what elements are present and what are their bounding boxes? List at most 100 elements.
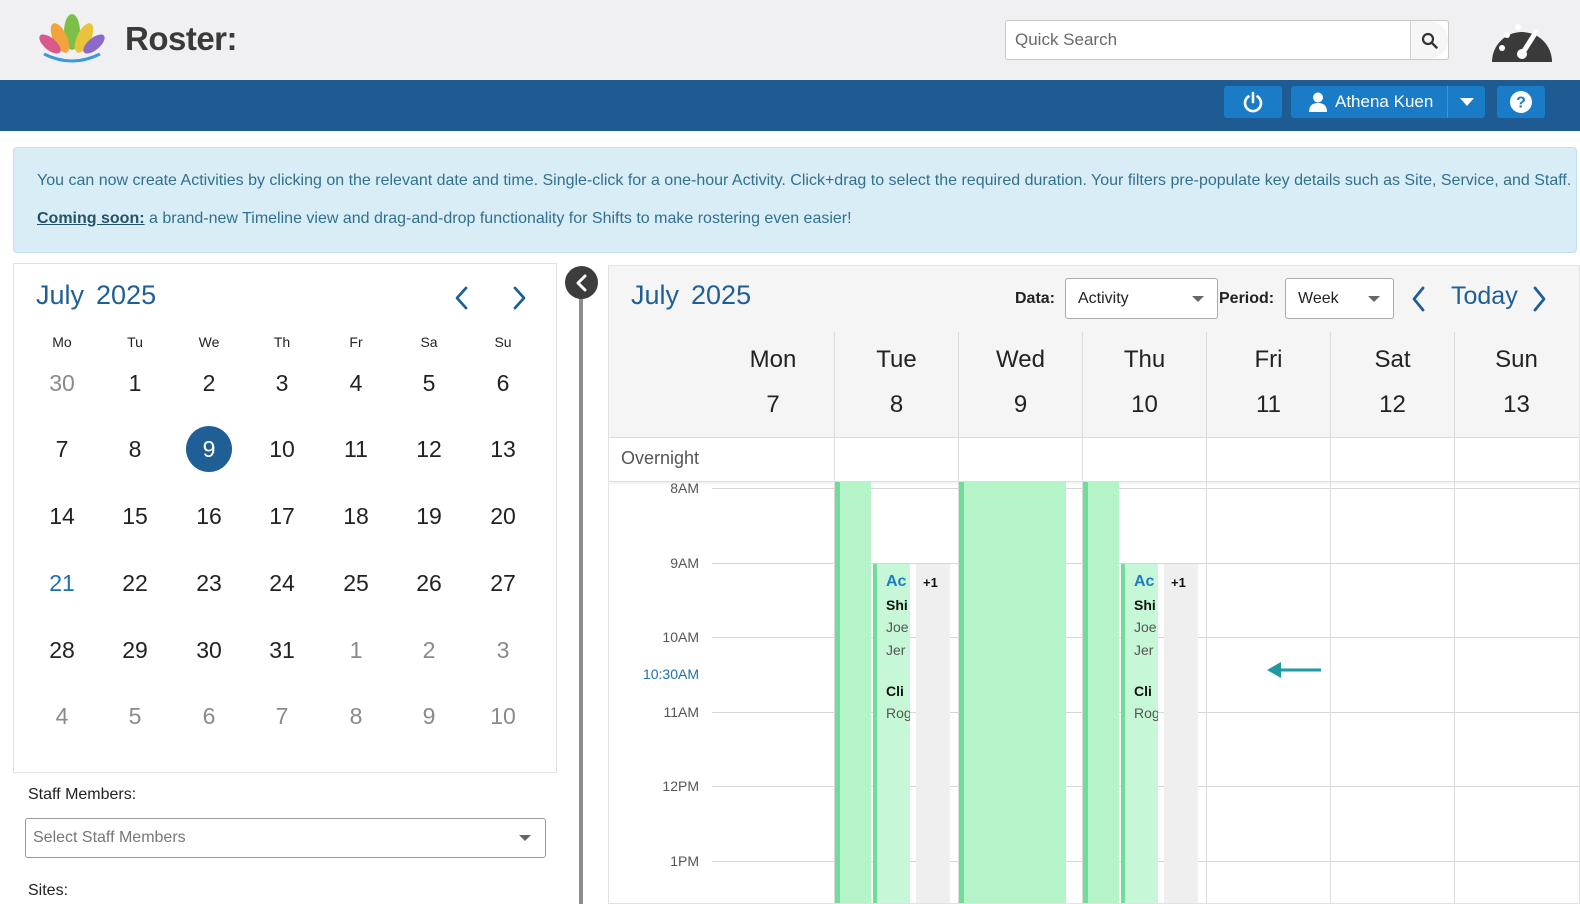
calendar-day[interactable]: 6 xyxy=(496,370,510,396)
day-header-mon[interactable]: Mon 7 xyxy=(711,332,835,438)
calendar-day[interactable]: 9 xyxy=(422,703,436,729)
calendar-day[interactable]: 18 xyxy=(343,503,369,529)
collapse-sidebar-button[interactable] xyxy=(565,266,598,299)
day-header-wed[interactable]: Wed 9 xyxy=(958,332,1082,438)
calendar-day[interactable]: 12 xyxy=(416,436,442,462)
calendar-day[interactable]: 11 xyxy=(344,436,368,462)
week-calendar-month: July xyxy=(631,280,680,310)
day-header-thu[interactable]: Thu 10 xyxy=(1082,332,1206,438)
overnight-cell[interactable] xyxy=(1082,438,1206,482)
calendar-day[interactable]: 19 xyxy=(416,503,442,529)
calendar-day[interactable]: 7 xyxy=(275,703,289,729)
data-select[interactable]: Activity xyxy=(1065,278,1218,319)
activity-card-thu[interactable]: Ac Shi Joe Jer Cli Roɡ xyxy=(1125,564,1158,903)
calendar-day[interactable]: 1 xyxy=(349,637,363,663)
panel-divider[interactable] xyxy=(579,282,583,904)
day-name: Tue xyxy=(876,346,917,373)
calendar-day[interactable]: 6 xyxy=(202,703,216,729)
activity-shift: Shi xyxy=(886,597,908,613)
hour-label: 8AM xyxy=(670,480,699,496)
search-input[interactable] xyxy=(1006,21,1411,59)
day-number: 9 xyxy=(1013,391,1028,418)
calendar-day[interactable]: 10 xyxy=(490,703,516,729)
calendar-day[interactable]: 25 xyxy=(343,570,369,596)
all-day-activity-block[interactable] xyxy=(959,482,1066,903)
calendar-day[interactable]: 4 xyxy=(349,370,363,396)
svg-text:?: ? xyxy=(1516,95,1526,112)
logout-button[interactable] xyxy=(1224,86,1282,118)
calendar-day[interactable]: 23 xyxy=(196,570,222,596)
day-header-tue[interactable]: Tue 8 xyxy=(834,332,958,438)
gauge-icon[interactable] xyxy=(1490,14,1554,66)
calendar-day[interactable]: 27 xyxy=(490,570,516,596)
all-day-activity-block[interactable] xyxy=(835,482,871,903)
calendar-day[interactable]: 28 xyxy=(49,637,75,663)
today-button[interactable]: Today xyxy=(1451,282,1518,310)
period-select[interactable]: Week xyxy=(1285,278,1394,319)
calendar-day[interactable]: 20 xyxy=(490,503,516,529)
overnight-cell[interactable] xyxy=(834,438,958,482)
all-day-activity-block[interactable] xyxy=(1083,482,1119,903)
calendar-day[interactable]: 15 xyxy=(122,503,148,529)
app-title: Roster: xyxy=(125,20,238,57)
calendar-day[interactable]: 2 xyxy=(202,370,216,396)
calendar-day-selected[interactable]: 9 xyxy=(172,425,246,473)
time-grid[interactable]: 8AM 9AM 10AM 10:30AM 11AM 12PM 1PM Ac Sh… xyxy=(609,480,1579,903)
more-activities-badge[interactable]: +1 xyxy=(1164,564,1198,903)
lotus-logo xyxy=(39,14,105,63)
staff-members-select[interactable]: Select Staff Members xyxy=(25,818,546,858)
day-header-sat[interactable]: Sat 12 xyxy=(1330,332,1454,438)
calendar-day[interactable]: 7 xyxy=(55,436,69,462)
mini-prev-month-button[interactable] xyxy=(450,284,472,312)
calendar-day[interactable]: 1 xyxy=(128,370,142,396)
overnight-cell[interactable] xyxy=(958,438,1082,482)
day-header-fri[interactable]: Fri 11 xyxy=(1206,332,1330,438)
more-activities-badge[interactable]: +1 xyxy=(916,564,950,903)
day-name: Mon xyxy=(749,346,797,373)
calendar-day[interactable]: 30 xyxy=(49,370,75,396)
calendar-day[interactable]: 31 xyxy=(269,637,295,663)
hour-label: 12PM xyxy=(662,778,699,794)
calendar-day[interactable]: 29 xyxy=(122,637,148,663)
calendar-day[interactable]: 17 xyxy=(269,503,295,529)
selected-day-label: 9 xyxy=(186,426,232,472)
calendar-day[interactable]: 26 xyxy=(416,570,442,596)
search-button[interactable] xyxy=(1410,21,1448,59)
day-column-line xyxy=(1082,482,1083,903)
calendar-day[interactable]: 21 xyxy=(49,570,75,596)
calendar-day[interactable]: 3 xyxy=(496,637,510,663)
day-header-sun[interactable]: Sun 13 xyxy=(1454,332,1578,438)
mini-calendar-year: 2025 xyxy=(96,280,157,310)
activity-client: Roɡ xyxy=(1134,705,1158,721)
calendar-day[interactable]: 4 xyxy=(55,703,69,729)
overnight-label: Overnight xyxy=(621,448,700,468)
prev-week-button[interactable] xyxy=(1407,284,1429,314)
calendar-day[interactable]: 24 xyxy=(269,570,295,596)
activity-staff: Joe xyxy=(886,619,909,635)
overnight-cell[interactable] xyxy=(1330,438,1454,482)
calendar-day[interactable]: 13 xyxy=(490,436,516,462)
calendar-day[interactable]: 16 xyxy=(196,503,222,529)
calendar-day[interactable]: 8 xyxy=(349,703,363,729)
calendar-day[interactable]: 30 xyxy=(196,637,222,663)
activity-card-tue[interactable]: Ac Shi Joe Jer Cli Roɡ xyxy=(877,564,910,903)
mini-next-month-button[interactable] xyxy=(509,284,531,312)
day-number: 10 xyxy=(1131,391,1158,418)
calendar-day[interactable]: 14 xyxy=(49,503,75,529)
user-dropdown-toggle[interactable] xyxy=(1447,86,1485,118)
calendar-day[interactable]: 3 xyxy=(275,370,289,396)
hour-label: 1PM xyxy=(670,853,699,869)
next-week-button[interactable] xyxy=(1529,284,1551,314)
calendar-day[interactable]: 10 xyxy=(269,436,295,462)
calendar-day[interactable]: 22 xyxy=(122,570,148,596)
user-menu-button[interactable]: Athena Kuen xyxy=(1291,86,1485,118)
day-number: 12 xyxy=(1379,391,1406,418)
coming-soon-link[interactable]: Coming soon: xyxy=(37,210,145,227)
calendar-day[interactable]: 5 xyxy=(422,370,436,396)
overnight-cell[interactable] xyxy=(1454,438,1579,482)
calendar-day[interactable]: 8 xyxy=(128,436,142,462)
overnight-cell[interactable] xyxy=(1206,438,1330,482)
calendar-day[interactable]: 5 xyxy=(128,703,142,729)
help-button[interactable]: ? xyxy=(1497,86,1545,118)
calendar-day[interactable]: 2 xyxy=(422,637,436,663)
